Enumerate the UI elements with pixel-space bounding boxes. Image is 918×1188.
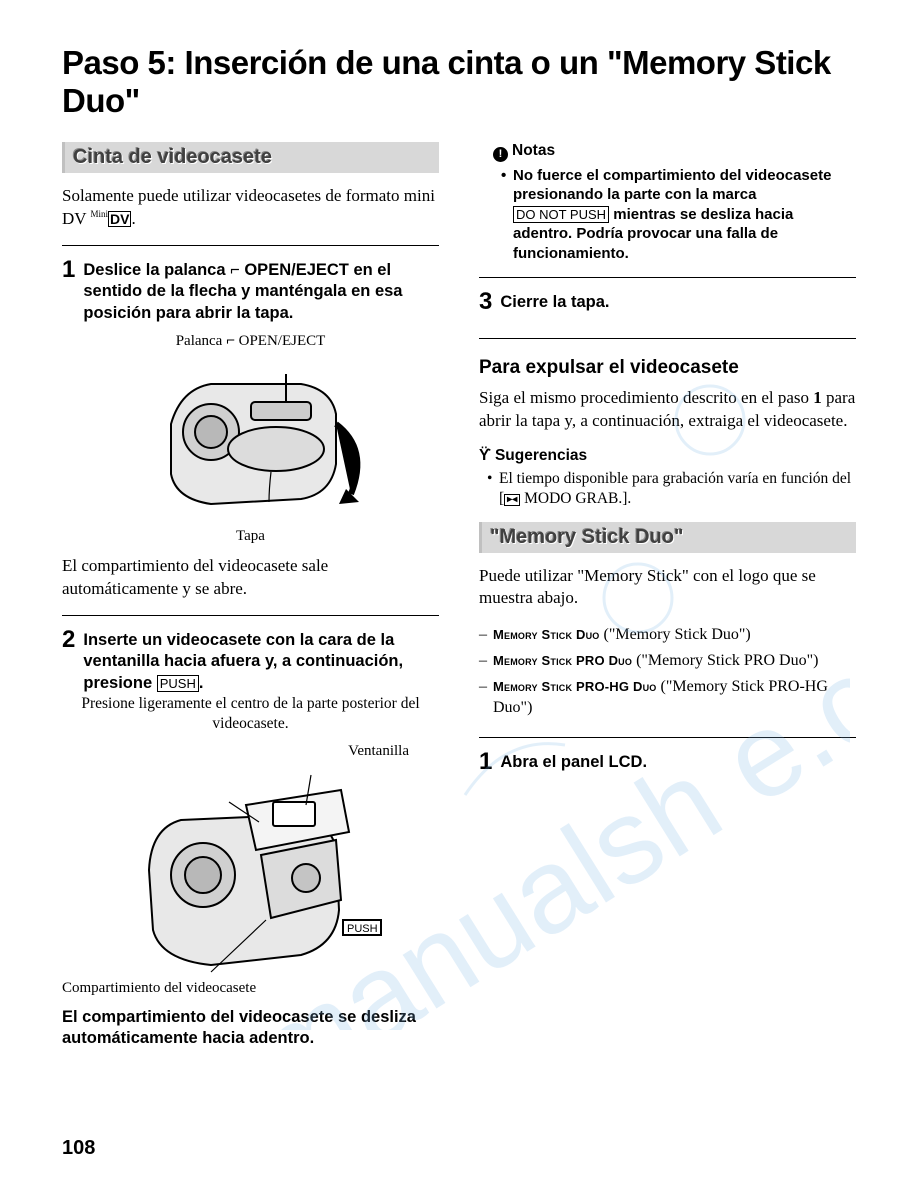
ej-a: Siga el mismo procedimiento descrito en … [479, 388, 813, 407]
ventanilla-label: Ventanilla [62, 743, 439, 760]
step-2: 2 Inserte un videocasete con la cara de … [62, 630, 439, 1049]
divider [62, 245, 439, 246]
step-number: 1 [479, 750, 492, 774]
notes-block: ! Notas No fuerce el compartimiento del v… [479, 142, 856, 264]
notes-heading: ! Notas [493, 142, 856, 162]
logo-item: Memory Stick Duo ("Memory Stick Duo") [479, 624, 856, 646]
note-a: No fuerce el compartimiento del videocas… [513, 167, 831, 204]
tips-icon: ϔ [479, 447, 491, 464]
flag-icon: ⌐ [226, 332, 235, 349]
divider [479, 277, 856, 278]
figure-2: Ventanilla PUSH [62, 743, 439, 997]
figure-1-caption: Palanca ⌐ OPEN/EJECT [62, 332, 439, 350]
ej-bold: 1 [813, 388, 822, 407]
s2-b: . [199, 674, 204, 692]
section-header-cinta: Cinta de videocasete [62, 142, 439, 173]
minidv-mini: Mini [91, 209, 109, 219]
divider [62, 615, 439, 616]
eject-block: Para expulsar el videocasete Siga el mis… [479, 357, 856, 433]
step-text: Inserte un videocasete con la cara de la… [83, 630, 439, 694]
l3a: Memory Stick PRO-HG Duo [493, 679, 657, 694]
section-header-msduo: "Memory Stick Duo" [479, 522, 856, 553]
step-number: 3 [479, 290, 492, 314]
camera-open-illustration [121, 354, 381, 524]
minidv-logo: DV [108, 209, 131, 231]
step-lcd: 1 Abra el panel LCD. [479, 752, 856, 774]
step2-subtext: Presione ligeramente el centro de la par… [62, 694, 439, 734]
l2a: Memory Stick PRO Duo [493, 653, 632, 668]
step-3: 3 Cierre la tapa. [479, 292, 856, 314]
l2b: ("Memory Stick PRO Duo") [632, 652, 818, 669]
logo-item: Memory Stick PRO-HG Duo ("Memory Stick P… [479, 676, 856, 719]
l1a: Memory Stick Duo [493, 627, 599, 642]
l1b: ("Memory Stick Duo") [599, 626, 750, 643]
divider [479, 737, 856, 738]
notes-list: No fuerce el compartimiento del videocas… [493, 166, 856, 264]
tips-list: El tiempo disponible para grabación varí… [479, 469, 856, 509]
step2-after-text: El compartimiento del videocasete se des… [62, 1007, 439, 1050]
step1-after-text: El compartimiento del videocasete sale a… [62, 555, 439, 601]
msduo-intro: Puede utilizar "Memory Stick" con el log… [479, 565, 856, 611]
tape-icon: ▸◂ [504, 494, 520, 506]
section-header-text: Cinta de videocasete [73, 146, 272, 168]
camera-insert-illustration: PUSH [111, 760, 391, 980]
push-box-icon: PUSH [157, 675, 199, 693]
logo-item: Memory Stick PRO Duo ("Memory Stick PRO … [479, 650, 856, 672]
intro-text: Solamente puede utilizar videocasetes de… [62, 185, 439, 231]
step-number: 2 [62, 628, 75, 652]
push-label-inline: PUSH [347, 923, 378, 935]
step-1: 1 Deslice la palanca ⌐ OPEN/EJECT en el … [62, 260, 439, 601]
divider [479, 338, 856, 339]
intro-b: . [131, 209, 135, 228]
eject-body: Siga el mismo procedimiento descrito en … [479, 387, 856, 433]
step-text: Cierre la tapa. [500, 292, 609, 313]
left-column: Cinta de videocasete Solamente puede uti… [62, 142, 439, 1062]
figure-1: Palanca ⌐ OPEN/EJECT Tapa [62, 332, 439, 545]
tip-b: MODO GRAB.]. [520, 490, 631, 507]
right-column: ! Notas No fuerce el compartimiento del v… [479, 142, 856, 1062]
f1c-a: Palanca [176, 333, 226, 349]
step-text: Abra el panel LCD. [500, 752, 647, 773]
tips-head-text: Sugerencias [495, 447, 587, 464]
flag-icon: ⌐ [230, 260, 240, 281]
figure-1-bottom-label: Tapa [62, 528, 439, 545]
eject-heading: Para expulsar el videocasete [479, 357, 856, 379]
s2-a: Inserte un videocasete con la cara de la… [83, 631, 403, 692]
do-not-push-box: DO NOT PUSH [513, 206, 609, 224]
msduo-logo-list: Memory Stick Duo ("Memory Stick Duo") Me… [479, 624, 856, 718]
tips-block: ϔSugerencias El tiempo disponible para g… [479, 447, 856, 509]
tip-item: El tiempo disponible para grabación varí… [487, 469, 856, 509]
compartment-label: Compartimiento del videocasete [62, 980, 439, 997]
two-column-layout: Cinta de videocasete Solamente puede uti… [62, 142, 856, 1062]
step-number: 1 [62, 258, 75, 282]
f1c-b: OPEN/EJECT [235, 333, 325, 349]
step-text: Deslice la palanca ⌐ OPEN/EJECT en el se… [83, 260, 439, 324]
section-header-text: "Memory Stick Duo" [490, 526, 683, 548]
page-title: Paso 5: Inserción de una cinta o un "Mem… [62, 44, 856, 120]
s1-a: Deslice la palanca [83, 261, 230, 279]
page-number: 108 [62, 1137, 95, 1160]
note-item: No fuerce el compartimiento del videocas… [501, 166, 856, 264]
notes-icon: ! [493, 147, 508, 162]
notes-head-text: Notas [512, 142, 555, 159]
tips-heading: ϔSugerencias [479, 447, 856, 465]
dv-box-icon: DV [108, 211, 131, 227]
